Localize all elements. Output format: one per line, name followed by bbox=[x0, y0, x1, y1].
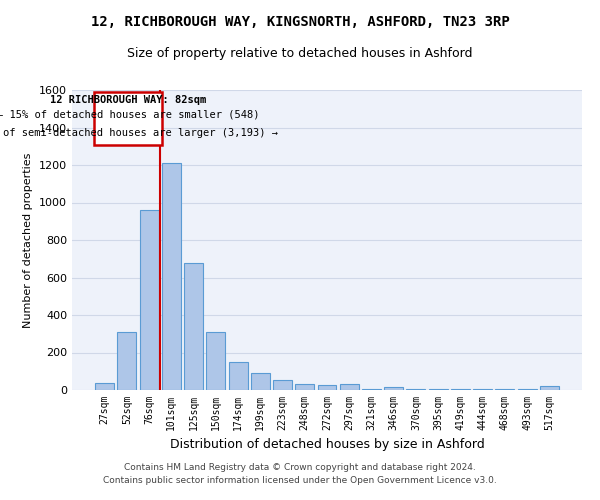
Text: ← 15% of detached houses are smaller (548): ← 15% of detached houses are smaller (54… bbox=[0, 110, 259, 120]
Bar bbox=[340, 384, 359, 390]
Bar bbox=[384, 387, 403, 390]
X-axis label: Distribution of detached houses by size in Ashford: Distribution of detached houses by size … bbox=[170, 438, 484, 452]
Bar bbox=[206, 332, 225, 390]
Bar bbox=[95, 382, 114, 390]
Bar bbox=[162, 163, 181, 390]
Text: 12 RICHBOROUGH WAY: 82sqm: 12 RICHBOROUGH WAY: 82sqm bbox=[50, 95, 206, 105]
Bar bbox=[496, 389, 514, 390]
Bar bbox=[184, 262, 203, 390]
Bar bbox=[540, 386, 559, 390]
Bar bbox=[429, 389, 448, 390]
Bar bbox=[317, 386, 337, 390]
Bar bbox=[251, 373, 270, 390]
Text: Size of property relative to detached houses in Ashford: Size of property relative to detached ho… bbox=[127, 48, 473, 60]
Bar bbox=[118, 332, 136, 390]
Bar bbox=[518, 389, 536, 390]
Text: 12, RICHBOROUGH WAY, KINGSNORTH, ASHFORD, TN23 3RP: 12, RICHBOROUGH WAY, KINGSNORTH, ASHFORD… bbox=[91, 15, 509, 29]
Y-axis label: Number of detached properties: Number of detached properties bbox=[23, 152, 34, 328]
Bar bbox=[362, 389, 381, 390]
FancyBboxPatch shape bbox=[94, 92, 163, 146]
Bar bbox=[229, 362, 248, 390]
Bar bbox=[295, 384, 314, 390]
Bar bbox=[451, 389, 470, 390]
Bar bbox=[273, 380, 292, 390]
Bar bbox=[406, 389, 425, 390]
Bar bbox=[140, 210, 158, 390]
Text: Contains HM Land Registry data © Crown copyright and database right 2024.
Contai: Contains HM Land Registry data © Crown c… bbox=[103, 464, 497, 485]
Text: 85% of semi-detached houses are larger (3,193) →: 85% of semi-detached houses are larger (… bbox=[0, 128, 278, 138]
Bar bbox=[473, 389, 492, 390]
